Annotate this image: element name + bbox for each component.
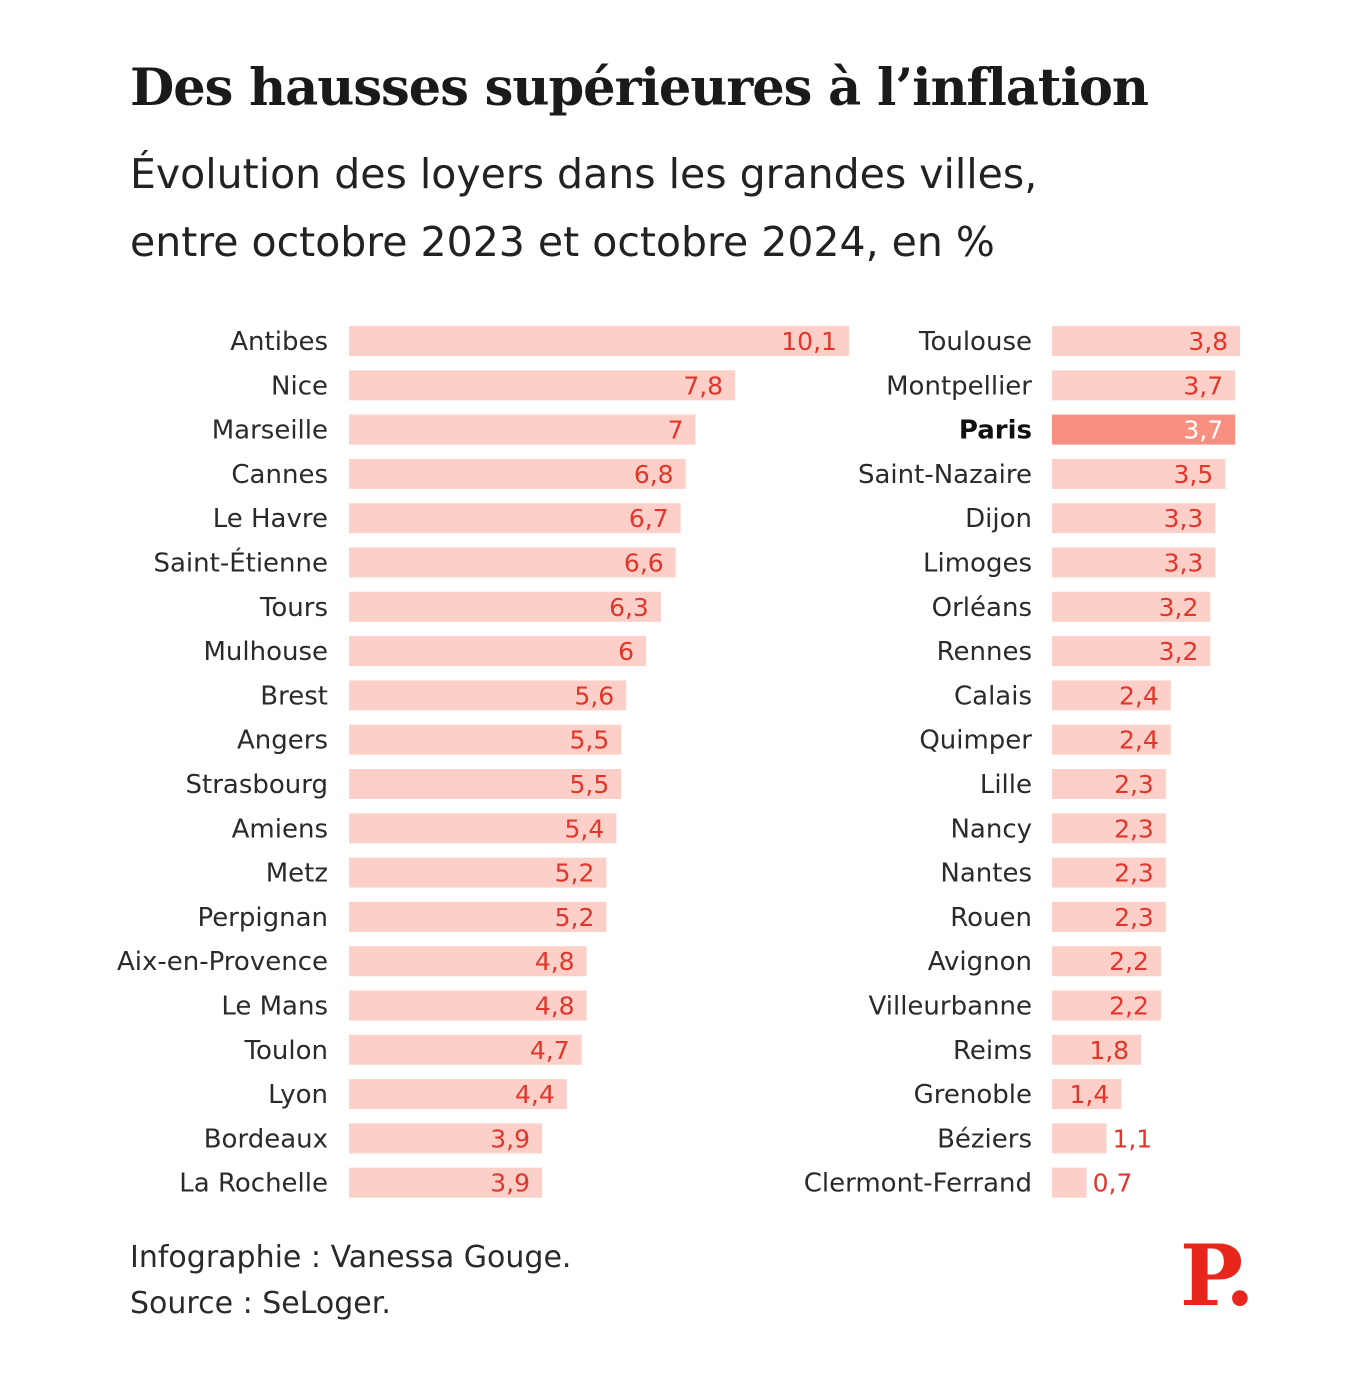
city-label: Calais	[954, 681, 1032, 711]
bar-value-label: 6,7	[629, 504, 669, 533]
bar-value-label: 3,9	[490, 1169, 530, 1198]
bar-value-label: 1,4	[1070, 1080, 1110, 1109]
city-label: La Rochelle	[179, 1169, 328, 1199]
bar	[349, 415, 696, 445]
bar-value-label: 0,7	[1093, 1169, 1133, 1198]
infographic-credit: Infographie : Vanessa Gouge.	[130, 1240, 571, 1275]
bar-value-label: 3,2	[1159, 593, 1199, 622]
bar-value-label: 2,3	[1114, 859, 1154, 888]
bar-value-label: 1,8	[1089, 1036, 1129, 1065]
city-label: Reims	[953, 1036, 1032, 1066]
city-label: Cannes	[231, 460, 328, 490]
bar-value-label: 3,8	[1188, 327, 1228, 356]
bar-value-label: 5,5	[569, 726, 609, 755]
bar-value-label: 7,8	[683, 371, 723, 400]
bar-value-label: 4,4	[515, 1080, 555, 1109]
city-label: Angers	[237, 726, 328, 756]
bar-value-label: 2,3	[1114, 814, 1154, 843]
city-label: Perpignan	[197, 903, 328, 933]
bar-value-label: 3,5	[1173, 460, 1213, 489]
bar-value-label: 6,3	[609, 593, 649, 622]
bar-value-label: 5,2	[555, 903, 595, 932]
bar-value-label: 2,3	[1114, 903, 1154, 932]
city-label: Nice	[271, 371, 328, 401]
bar	[1052, 1168, 1087, 1198]
city-label: Saint-Nazaire	[858, 460, 1032, 490]
city-label: Dijon	[965, 504, 1032, 534]
bar-value-label: 2,2	[1109, 947, 1149, 976]
city-label: Toulouse	[918, 327, 1032, 357]
bar-value-label: 5,2	[555, 859, 595, 888]
bar-value-label: 2,4	[1119, 726, 1159, 755]
city-label: Paris	[959, 416, 1032, 446]
bar-value-label: 4,8	[535, 947, 575, 976]
bar	[349, 636, 646, 666]
city-label: Grenoble	[914, 1080, 1032, 1110]
city-label: Villeurbanne	[869, 992, 1032, 1022]
city-label: Clermont-Ferrand	[804, 1169, 1032, 1199]
city-label: Aix-en-Provence	[117, 947, 328, 977]
city-label: Amiens	[232, 814, 328, 844]
bar-value-label: 2,3	[1114, 770, 1154, 799]
city-label: Strasbourg	[186, 770, 329, 800]
publisher-logo: P.	[1180, 1234, 1251, 1318]
city-label: Toulon	[244, 1036, 328, 1066]
city-label: Quimper	[919, 726, 1032, 756]
city-label: Limoges	[923, 549, 1032, 579]
bar-value-label: 2,4	[1119, 681, 1159, 710]
bar-value-label: 10,1	[781, 327, 837, 356]
city-label: Montpellier	[886, 371, 1032, 401]
bar-value-label: 3,7	[1183, 416, 1223, 445]
bar-value-label: 6,6	[624, 549, 664, 578]
city-label: Rennes	[937, 637, 1032, 667]
city-label: Rouen	[950, 903, 1032, 933]
bar-value-label: 5,6	[574, 681, 614, 710]
bar-value-label: 5,4	[565, 814, 605, 843]
bar	[349, 326, 849, 356]
city-label: Marseille	[212, 416, 328, 446]
city-label: Antibes	[230, 327, 328, 357]
bar-value-label: 3,7	[1183, 371, 1223, 400]
bar-value-label: 1,1	[1112, 1124, 1152, 1153]
city-label: Le Havre	[213, 504, 328, 534]
city-label: Saint-Étienne	[153, 547, 328, 579]
bar-value-label: 6	[618, 637, 634, 666]
bar-value-label: 7	[668, 416, 684, 445]
bar-value-label: 5,5	[569, 770, 609, 799]
city-label: Lille	[980, 770, 1032, 800]
city-label: Orléans	[932, 593, 1032, 623]
data-source: Source : SeLoger.	[130, 1286, 391, 1321]
bar-value-label: 6,8	[634, 460, 674, 489]
bar-value-label: 3,9	[490, 1124, 530, 1153]
city-label: Nantes	[940, 859, 1032, 889]
city-label: Nancy	[950, 814, 1032, 844]
city-label: Avignon	[928, 947, 1032, 977]
bar-value-label: 2,2	[1109, 992, 1149, 1021]
city-label: Le Mans	[221, 992, 328, 1022]
city-label: Metz	[266, 859, 328, 889]
city-label: Lyon	[268, 1080, 328, 1110]
city-label: Tours	[259, 593, 328, 623]
bar-chart: Antibes 10,1 Nice 7,8 Marseille 7 Cannes 6,8 Le …	[0, 0, 1367, 1400]
bar-value-label: 4,7	[530, 1036, 570, 1065]
city-label: Mulhouse	[203, 637, 328, 667]
bar	[349, 370, 735, 400]
city-label: Brest	[260, 681, 328, 711]
bar-value-label: 4,8	[535, 992, 575, 1021]
city-label: Béziers	[937, 1124, 1032, 1154]
bar	[1052, 1123, 1106, 1153]
bar-value-label: 3,3	[1164, 549, 1204, 578]
city-label: Bordeaux	[204, 1124, 328, 1154]
bar-value-label: 3,3	[1164, 504, 1204, 533]
bar-value-label: 3,2	[1159, 637, 1199, 666]
